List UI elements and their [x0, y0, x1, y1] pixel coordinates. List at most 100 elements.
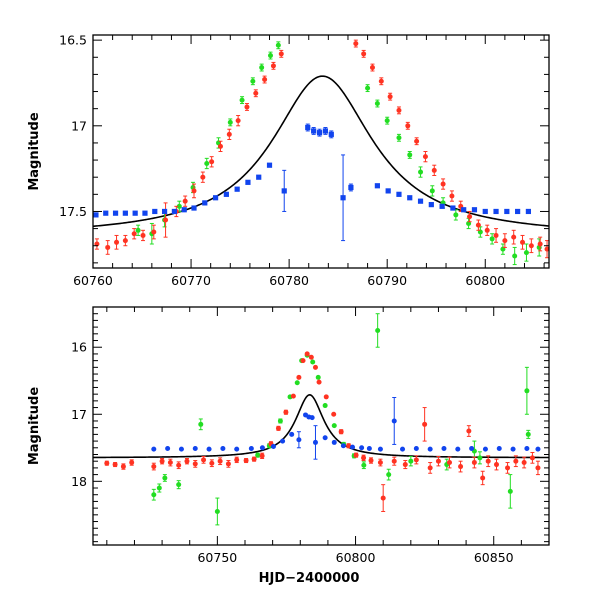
data-point [489, 236, 495, 242]
data-point [209, 460, 215, 466]
data-point [151, 229, 157, 235]
data-point [458, 464, 464, 470]
data-point [266, 162, 273, 168]
data-point [366, 445, 372, 451]
data-point [338, 429, 344, 435]
x-tick-label: 60800 [336, 550, 376, 565]
data-point [200, 174, 206, 180]
x-tick-label: 60770 [171, 273, 211, 288]
data-point [378, 78, 384, 84]
data-point [396, 107, 402, 113]
data-point [340, 195, 346, 201]
data-point [427, 465, 433, 471]
x-axis-title: HJD−2400000 [259, 571, 360, 586]
g-band-points [135, 41, 542, 266]
y-tick-label: 16 [71, 340, 87, 355]
data-point [156, 485, 162, 491]
data-point [226, 131, 232, 137]
data-point [359, 445, 365, 451]
data-point [513, 458, 519, 464]
data-point [471, 207, 478, 213]
x-tick-label: 60750 [197, 550, 237, 565]
data-point [104, 460, 110, 466]
data-point [528, 243, 534, 249]
data-point [253, 90, 259, 96]
data-point [428, 202, 434, 208]
data-point [206, 446, 212, 452]
data-point [290, 393, 296, 399]
data-point [201, 457, 207, 463]
plot-area [93, 39, 549, 266]
data-point [391, 458, 397, 464]
data-point [467, 214, 473, 220]
data-point [114, 239, 120, 245]
data-point [244, 104, 250, 110]
data-point [251, 456, 257, 462]
y-tick-label: 17.5 [59, 204, 87, 219]
data-point [396, 135, 402, 141]
data-point [484, 227, 490, 233]
data-point [151, 492, 157, 498]
data-point [525, 208, 532, 215]
data-point [214, 508, 220, 514]
data-point [496, 445, 502, 451]
data-point [212, 195, 219, 201]
data-point [413, 445, 419, 451]
data-point [520, 239, 526, 245]
data-point [204, 160, 210, 166]
data-point [353, 41, 359, 47]
data-point [350, 444, 356, 450]
data-point [450, 205, 456, 211]
data-point [255, 452, 261, 458]
data-point [429, 188, 435, 194]
data-point [289, 431, 295, 437]
data-point [340, 443, 346, 449]
data-point [493, 208, 499, 215]
data-point [191, 188, 197, 194]
data-point [227, 119, 233, 125]
data-point [283, 409, 289, 415]
plot-area [93, 313, 549, 526]
data-point [316, 379, 322, 385]
data-point [239, 97, 245, 103]
data-point [384, 118, 390, 124]
data-point [331, 411, 337, 417]
data-point [369, 65, 375, 71]
data-point [417, 198, 424, 204]
data-point [162, 475, 168, 481]
data-point [262, 77, 268, 83]
data-point [402, 462, 408, 468]
data-point [413, 457, 419, 463]
data-point [234, 186, 240, 192]
data-point [493, 232, 499, 238]
data-point [414, 138, 420, 144]
model-fit-curve [93, 75, 549, 228]
data-point [523, 250, 529, 256]
data-point [142, 210, 148, 216]
data-point [353, 452, 359, 458]
data-point [408, 458, 414, 464]
model-fit-curve [93, 394, 549, 459]
data-point [129, 460, 135, 466]
data-point [103, 210, 109, 216]
data-point [122, 210, 128, 216]
y-axis-title: Magnitude [27, 387, 42, 466]
data-point [377, 446, 383, 452]
data-point [440, 181, 446, 187]
data-point [386, 472, 392, 478]
plot-frame [92, 306, 550, 546]
data-point [435, 458, 441, 464]
data-point [176, 482, 182, 488]
data-point [234, 457, 240, 463]
data-point [223, 191, 229, 197]
data-point [482, 208, 488, 215]
r-band-points [94, 39, 549, 259]
data-point [331, 439, 337, 445]
data-point [515, 208, 521, 215]
data-point [176, 462, 182, 468]
data-point [441, 445, 447, 451]
x-tick-label: 60800 [465, 273, 505, 288]
data-point [135, 227, 141, 233]
data-point [120, 464, 126, 470]
data-point [234, 446, 240, 452]
